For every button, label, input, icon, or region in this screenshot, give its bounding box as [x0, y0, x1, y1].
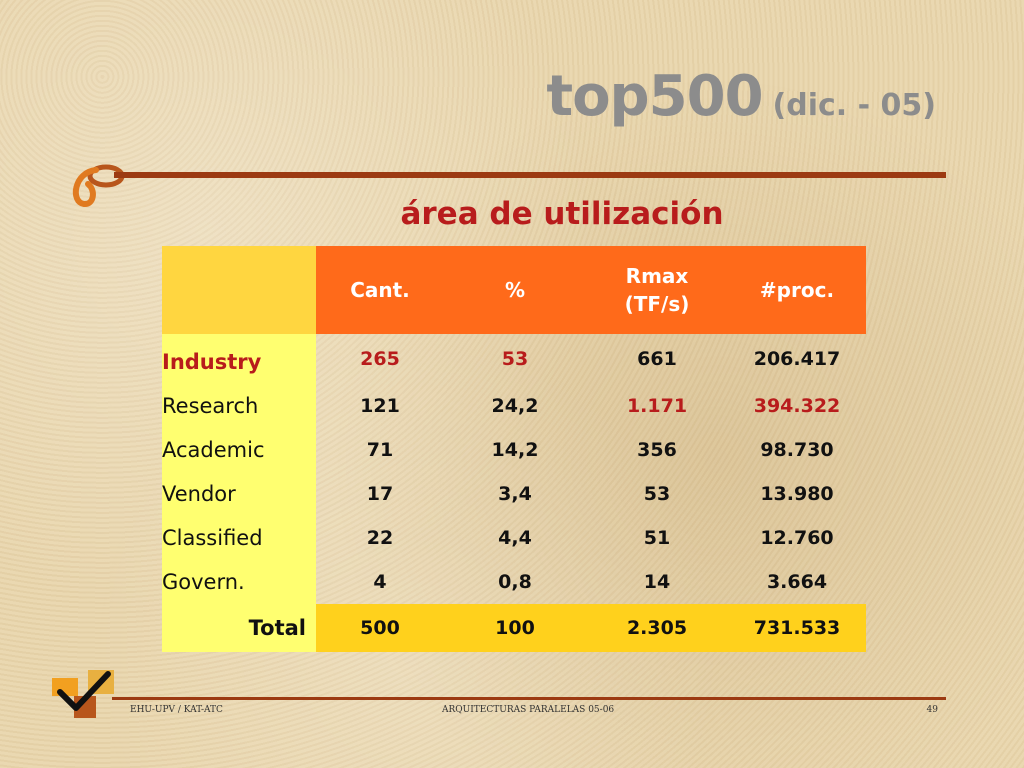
row-label: Classified: [162, 516, 316, 560]
cell-proc: 206.417: [753, 348, 841, 370]
title-rule-swirl-icon: [73, 164, 946, 207]
total-proc: 731.533: [728, 604, 866, 652]
header-proc: #proc.: [728, 246, 866, 334]
header-row: Cant. % Rmax (TF/s) #proc.: [162, 246, 866, 334]
cell-cant: 121: [360, 395, 400, 417]
footer-page-number: 49: [926, 705, 938, 715]
cell-cant: 17: [366, 483, 394, 505]
cell-proc: 3.664: [766, 571, 828, 593]
cell-proc: 394.322: [753, 395, 841, 417]
table-row: Classified 22 4,4 51 12.760: [162, 516, 866, 560]
cell-pct: 3,4: [498, 483, 532, 505]
total-row: Total 500 100 2.305 731.533: [162, 604, 866, 652]
cell-rmax: 661: [637, 348, 677, 370]
cell-pct: 4,4: [498, 527, 532, 549]
cell-proc: 13.980: [760, 483, 834, 505]
slide-subtitle: área de utilización: [400, 196, 724, 232]
cell-pct: 24,2: [491, 395, 539, 417]
table-row: Industry 265 53 661 206.417: [162, 334, 866, 384]
header-cant: Cant.: [316, 246, 444, 334]
cell-pct: 53: [501, 348, 529, 370]
cell-rmax: 51: [643, 527, 671, 549]
footer-rule: [112, 697, 946, 700]
title-sub: (dic. - 05): [772, 88, 936, 123]
header-pct: %: [444, 246, 586, 334]
cell-rmax: 14: [643, 571, 671, 593]
cell-rmax: 356: [637, 439, 677, 461]
table-row: Govern. 4 0,8 14 3.664: [162, 560, 866, 604]
table-row: Academic 71 14,2 356 98.730: [162, 428, 866, 472]
cell-pct: 14,2: [491, 439, 539, 461]
row-label: Research: [162, 384, 316, 428]
title-main: top500: [546, 64, 763, 129]
footer-course: ARQUITECTURAS PARALELAS 05-06: [442, 705, 615, 715]
table-row: Vendor 17 3,4 53 13.980: [162, 472, 866, 516]
footer-institution: EHU-UPV / KAT-ATC: [130, 705, 223, 715]
total-label: Total: [162, 604, 316, 652]
cell-rmax: 53: [643, 483, 671, 505]
header-corner: [162, 246, 316, 334]
cell-cant: 22: [366, 527, 394, 549]
cell-cant: 265: [360, 348, 400, 370]
cell-cant: 71: [366, 439, 394, 461]
row-label: Academic: [162, 428, 316, 472]
checkmark-logo-icon: [52, 670, 114, 718]
total-cant: 500: [316, 604, 444, 652]
usage-area-table: Cant. % Rmax (TF/s) #proc. Industry 265 …: [162, 246, 866, 652]
cell-proc: 12.760: [760, 527, 834, 549]
header-rmax: Rmax (TF/s): [586, 246, 728, 334]
table-row: Research 121 24,2 1.171 394.322: [162, 384, 866, 428]
slide-title: top500 (dic. - 05): [546, 64, 936, 129]
row-label: Vendor: [162, 472, 316, 516]
total-pct: 100: [444, 604, 586, 652]
row-label: Govern.: [162, 560, 316, 604]
total-rmax: 2.305: [586, 604, 728, 652]
cell-cant: 4: [373, 571, 387, 593]
cell-rmax: 1.171: [626, 395, 688, 417]
cell-pct: 0,8: [498, 571, 532, 593]
row-label: Industry: [162, 334, 316, 384]
cell-proc: 98.730: [760, 439, 834, 461]
header-rmax-text: Rmax (TF/s): [624, 264, 690, 316]
